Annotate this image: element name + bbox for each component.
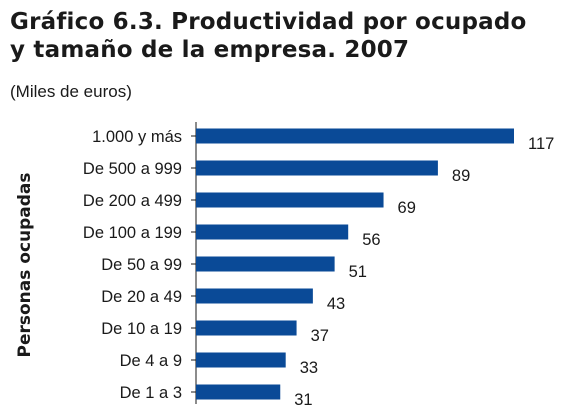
category-label: De 20 a 49 (101, 288, 182, 306)
category-label: 1.000 y más (92, 128, 182, 146)
value-label: 69 (398, 199, 416, 217)
category-label: De 200 a 499 (83, 192, 182, 210)
value-label: 51 (349, 263, 367, 281)
bar (196, 224, 349, 240)
value-label: 33 (300, 359, 318, 377)
chart-subtitle: (Miles de euros) (10, 82, 132, 101)
bar (196, 128, 514, 144)
category-label: De 50 a 99 (101, 256, 182, 274)
bar (196, 256, 335, 272)
bar (196, 352, 286, 368)
value-label: 56 (362, 231, 380, 249)
bar (196, 288, 313, 304)
chart-title: Gráfico 6.3. Productividad por ocupado y… (10, 8, 560, 64)
chart-title-line-1: Gráfico 6.3. Productividad por ocupado (10, 9, 527, 35)
value-label: 37 (311, 327, 329, 345)
value-label: 43 (327, 295, 345, 313)
value-label: 31 (294, 391, 312, 409)
y-axis-title: Personas ocupadas (15, 172, 35, 357)
category-label: De 500 a 999 (83, 160, 182, 178)
bar (196, 384, 281, 400)
category-label: De 10 a 19 (101, 320, 182, 338)
value-label: 117 (528, 135, 554, 153)
category-label: De 100 a 199 (83, 224, 182, 242)
category-label: De 1 a 3 (120, 384, 182, 402)
bar (196, 320, 297, 336)
bar (196, 160, 438, 176)
bar (196, 192, 384, 208)
chart-title-line-2: y tamaño de la empresa. 2007 (10, 37, 410, 63)
category-label: De 4 a 9 (120, 352, 182, 370)
value-label: 89 (452, 167, 470, 185)
